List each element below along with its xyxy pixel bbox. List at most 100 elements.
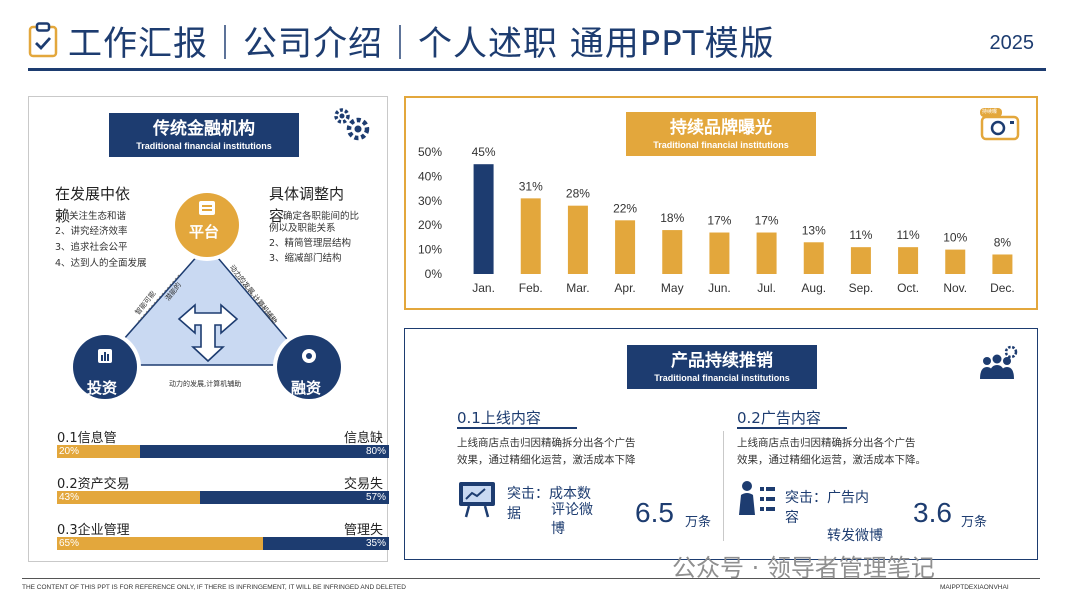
- left-heading-line1: 在发展中依: [55, 185, 131, 203]
- bar-value-label: 45%: [472, 145, 496, 159]
- bar3-right-label: 管理失: [343, 523, 383, 538]
- monthly-bar-chart: 50% 40% 30% 20% 10% 0% 45% Jan. 31% Feb. 28% Mar. 22…: [418, 145, 1015, 295]
- section1-title: 0.1上线内容: [457, 409, 541, 427]
- node-left-label: 投资: [87, 379, 118, 397]
- bar-value-label: 10%: [943, 231, 967, 245]
- y-tick-label: 40%: [418, 169, 442, 183]
- left-panel-tag: 传统金融机构 Traditional financial institution…: [109, 113, 299, 157]
- progress-bar-1: 20% 80%: [57, 445, 389, 458]
- section1-desc-line1: 上线商店点击归因精确拆分出各个广告: [457, 437, 636, 449]
- x-tick-label: Sep.: [849, 281, 874, 295]
- bar-dec: [992, 254, 1013, 274]
- left-item-4: 4、达到人的全面发展: [55, 258, 147, 269]
- y-tick-label: 0%: [425, 267, 443, 281]
- bar3-left-pct: 65%: [59, 538, 80, 549]
- x-tick-label: Jan.: [472, 281, 495, 295]
- left-heading-line2: 赖: [55, 207, 71, 225]
- bar-value-label: 17%: [755, 214, 779, 228]
- bar-oct: [898, 247, 919, 274]
- x-tick-label: Jul.: [757, 281, 776, 295]
- progress-bar-3-fill: [57, 537, 263, 550]
- x-tick-label: Oct.: [897, 281, 919, 295]
- x-tick-label: Mar.: [566, 281, 589, 295]
- person-list-icon: [739, 481, 775, 515]
- bar-value-label: 8%: [994, 235, 1012, 249]
- bar1-left-pct: 20%: [59, 446, 80, 457]
- x-tick-label: Apr.: [614, 281, 635, 295]
- section2-keyword-c1: 转发微博: [827, 528, 883, 544]
- left-panel-tag-title: 传统金融机构: [153, 119, 255, 139]
- footer-divider: [22, 578, 1040, 579]
- section2-keyword-b: 容: [785, 510, 799, 526]
- bar-value-label: 17%: [707, 214, 731, 228]
- brand-exposure-panel: 持续品牌曝光 Traditional financial institution…: [404, 96, 1038, 310]
- right-item-1: 确定各职能间的比: [283, 211, 360, 222]
- product-promotion-panel: 产品持续推销 Traditional financial institution…: [404, 328, 1038, 560]
- right-item-4: 3、缩减部门结构: [269, 253, 342, 264]
- bar-sep: [850, 247, 871, 274]
- clipboard-icon: [28, 22, 58, 58]
- y-tick-label: 30%: [418, 194, 442, 208]
- bar2-right-pct: 57%: [365, 492, 386, 503]
- section1-keyword-c1: 评论微: [551, 502, 593, 518]
- section2-desc-line1: 上线商店点击归因精确拆分出各个广告: [737, 437, 916, 449]
- x-tick-label: Nov.: [943, 281, 967, 295]
- node-top-label: 平台: [189, 223, 220, 241]
- promo-panel-tag-title: 产品持续推销: [671, 351, 773, 371]
- camera-badge-text: 持续曝: [982, 109, 998, 115]
- x-tick-label: Dec.: [990, 281, 1015, 295]
- section1-number: 6.5: [635, 497, 674, 528]
- section2-title: 0.2广告内容: [737, 409, 821, 427]
- chart-panel-tag: 持续品牌曝光 Traditional financial institution…: [626, 112, 816, 156]
- x-tick-label: Jun.: [708, 281, 731, 295]
- bar2-left-label: 0.2资产交易: [57, 477, 130, 492]
- section2-unit: 万条: [961, 515, 988, 530]
- watermark-text: 公众号 · 领导者管理笔记: [672, 554, 935, 582]
- section2-desc-line2: 效果，通过精细化运营，激活成本下降。: [737, 454, 926, 466]
- team-gear-icon: [980, 345, 1018, 379]
- chart-panel-tag-subtitle: Traditional financial institutions: [653, 140, 789, 150]
- section1-unit: 万条: [685, 515, 712, 530]
- right-heading-line1: 具体调整内: [269, 185, 345, 203]
- camera-icon: [980, 108, 1020, 141]
- y-tick-label: 20%: [418, 218, 442, 232]
- section1-keyword-a: 突击：成本数: [507, 486, 591, 502]
- bar-value-label: 22%: [613, 201, 637, 215]
- section2-keyword-a: 突击：广告内: [785, 490, 869, 506]
- chart-panel-tag-title: 持续品牌曝光: [670, 118, 772, 138]
- left-item-3: 3、追求社会公平: [55, 242, 128, 253]
- bar-jun: [709, 232, 730, 274]
- bar1-left-label: 0.1信息管: [57, 431, 117, 446]
- right-item-2: 例以及职能关系: [269, 223, 336, 234]
- bar-value-label: 11%: [897, 228, 920, 242]
- promo-panel-tag-subtitle: Traditional financial institutions: [654, 373, 790, 383]
- bar-value-label: 13%: [802, 223, 826, 237]
- section2-number: 3.6: [913, 497, 952, 528]
- y-tick-label: 50%: [418, 145, 442, 159]
- gears-icon: [334, 108, 370, 141]
- bar2-right-label: 交易失: [343, 477, 383, 492]
- promo-panel-tag: 产品持续推销 Traditional financial institution…: [627, 345, 817, 389]
- bar1-right-label: 信息缺: [343, 431, 383, 446]
- left-item-2: 2、讲究经济效率: [55, 226, 128, 237]
- bar2-left-pct: 43%: [59, 492, 80, 503]
- triangle-diagram: [69, 189, 345, 403]
- bar-apr: [615, 220, 636, 274]
- right-item-3: 2、精简管理层结构: [269, 238, 352, 249]
- left-panel: 传统金融机构 Traditional financial institution…: [28, 96, 389, 562]
- x-tick-label: May: [661, 281, 684, 295]
- section1-keyword-c2: 博: [551, 521, 565, 537]
- presentation-board-icon: [459, 482, 495, 518]
- section2-underline: [737, 427, 847, 429]
- bar3-left-label: 0.3企业管理: [57, 523, 130, 538]
- section1-keyword-b: 据: [507, 506, 521, 522]
- bar-feb: [520, 198, 541, 274]
- bar-value-label: 28%: [566, 187, 590, 201]
- bar3-right-pct: 35%: [365, 538, 386, 549]
- node-right-label: 融资: [291, 379, 322, 397]
- page-title: 工作汇报｜公司介绍｜个人述职 通用PPT模版: [68, 24, 775, 64]
- bar-aug: [803, 242, 824, 274]
- bar-may: [662, 230, 683, 274]
- footer-brand: MAIPPTDEXIAONVHAI: [940, 584, 1009, 591]
- bar-mar: [567, 205, 588, 274]
